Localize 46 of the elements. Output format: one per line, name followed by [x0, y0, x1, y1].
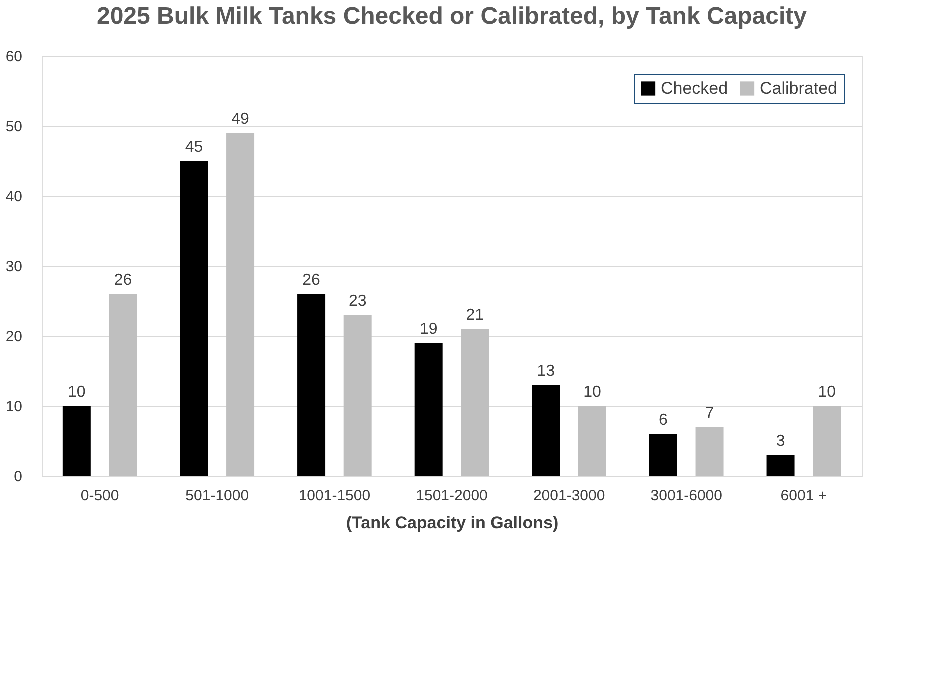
bar	[226, 133, 255, 476]
y-tick-label: 10	[6, 398, 22, 416]
bar	[414, 343, 443, 476]
data-label: 13	[537, 363, 556, 380]
bar	[532, 385, 560, 476]
bar	[180, 161, 208, 476]
data-label: 3	[776, 433, 786, 450]
y-tick-label: 50	[6, 118, 22, 136]
x-tick-label: 6001 +	[780, 488, 828, 504]
y-tick-label: 30	[6, 258, 22, 276]
y-tick-label: 20	[6, 328, 22, 346]
x-tick-label: 1001-1500	[298, 488, 371, 504]
x-tick-label: 2001-3000	[533, 488, 606, 504]
data-label: 45	[185, 139, 204, 156]
x-axis-title: (Tank Capacity in Gallons)	[346, 514, 559, 532]
data-label: 19	[420, 321, 438, 338]
y-tick-label: 40	[6, 188, 22, 206]
data-label: 6	[659, 412, 668, 429]
x-tick-label: 1501-2000	[416, 488, 488, 504]
bar	[62, 406, 91, 476]
data-label: 10	[68, 384, 86, 401]
y-tick-label: 0	[14, 468, 22, 486]
legend-label: Calibrated	[760, 78, 838, 98]
data-label: 26	[114, 272, 132, 289]
x-tick-label: 0-500	[80, 488, 120, 504]
bar	[578, 406, 606, 476]
x-tick-label: 501-1000	[186, 488, 250, 504]
data-label: 7	[705, 405, 714, 422]
bar	[766, 455, 795, 476]
chart-title: 2025 Bulk Milk Tanks Checked or Calibrated, by Tank Capacity	[96, 3, 808, 30]
bar	[298, 294, 326, 476]
bar	[461, 329, 490, 476]
bar	[109, 294, 138, 476]
legend-label: Checked	[661, 78, 728, 98]
bar	[649, 434, 678, 476]
data-label: 10	[584, 384, 602, 401]
x-tick-label: 3001-6000	[650, 488, 722, 504]
bar	[696, 427, 724, 476]
data-label: 21	[466, 307, 484, 324]
data-label: 23	[348, 293, 367, 310]
bar	[813, 406, 842, 476]
bar	[344, 315, 372, 476]
y-tick-label: 60	[6, 48, 22, 66]
data-label: 10	[818, 384, 836, 401]
data-label: 49	[232, 111, 250, 128]
data-label: 26	[302, 272, 321, 289]
